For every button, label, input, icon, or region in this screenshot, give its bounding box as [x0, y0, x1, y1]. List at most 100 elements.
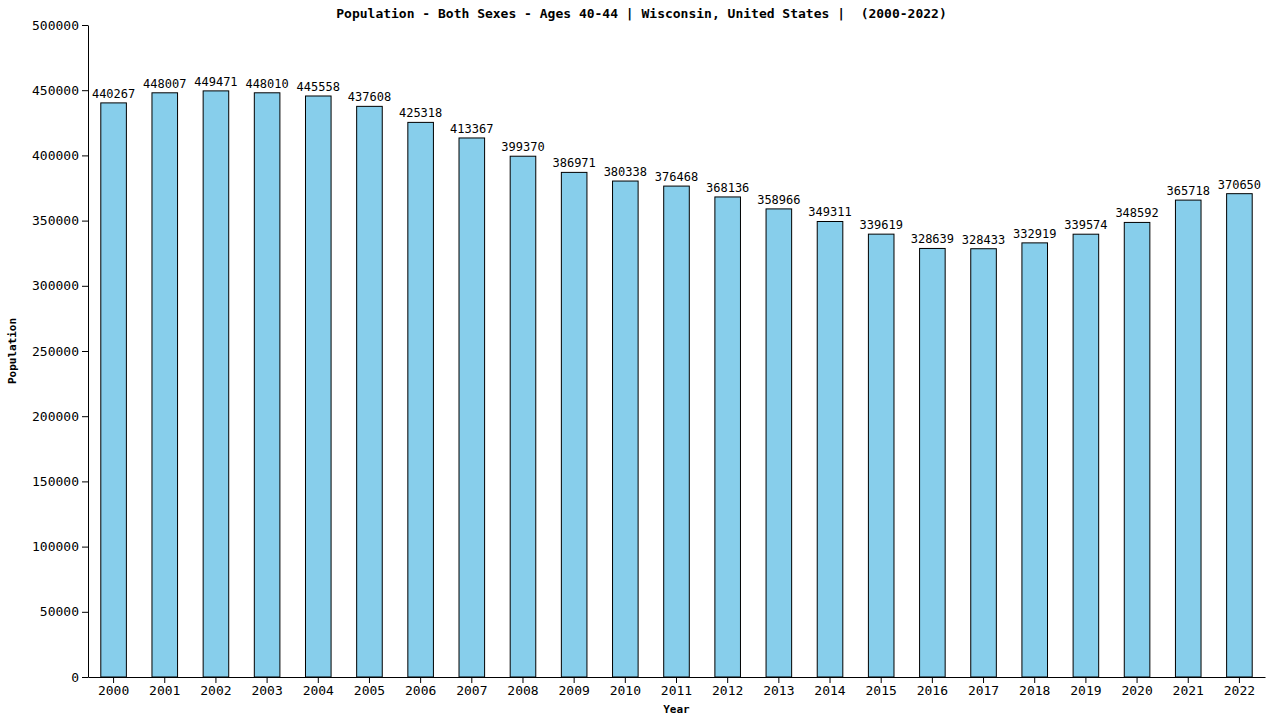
data-label: 365718	[1167, 184, 1210, 198]
x-tick: 2002	[200, 677, 231, 698]
data-label: 348592	[1115, 206, 1158, 220]
y-tick-label: 500000	[32, 18, 79, 33]
y-tick-mark	[82, 416, 88, 417]
y-tick-mark	[82, 155, 88, 156]
x-tick-mark	[267, 677, 268, 683]
x-tick-mark	[983, 677, 984, 683]
y-tick-label: 50000	[40, 604, 79, 619]
x-tick: 2018	[1019, 677, 1050, 698]
y-tick: 250000	[32, 344, 88, 359]
y-tick: 300000	[32, 278, 88, 293]
y-tick: 400000	[32, 148, 88, 163]
x-axis-title: Year	[663, 703, 690, 716]
x-tick-mark	[471, 677, 472, 683]
x-tick-mark	[1239, 677, 1240, 683]
x-tick: 2010	[610, 677, 641, 698]
x-tick-mark	[420, 677, 421, 683]
y-tick-label: 100000	[32, 539, 79, 554]
y-tick-mark	[82, 25, 88, 26]
x-tick: 2015	[866, 677, 897, 698]
x-tick: 2001	[149, 677, 180, 698]
data-label: 349311	[808, 205, 851, 219]
x-tick-mark	[318, 677, 319, 683]
y-tick: 500000	[32, 18, 88, 33]
bar	[152, 93, 178, 677]
x-tick-mark	[932, 677, 933, 683]
y-tick-label: 150000	[32, 474, 79, 489]
x-tick-label: 2014	[814, 683, 845, 698]
x-tick-mark	[676, 677, 677, 683]
y-tick-mark	[82, 221, 88, 222]
bar	[1227, 194, 1253, 677]
data-label: 437608	[348, 90, 391, 104]
x-tick-label: 2009	[558, 683, 589, 698]
bars	[101, 91, 1252, 677]
y-tick-label: 200000	[32, 409, 79, 424]
x-tick-label: 2021	[1173, 683, 1204, 698]
y-tick-mark	[82, 286, 88, 287]
x-tick: 2014	[814, 677, 845, 698]
data-label: 368136	[706, 181, 749, 195]
y-tick-mark	[82, 612, 88, 613]
data-label: 445558	[297, 80, 340, 94]
y-tick-label: 350000	[32, 213, 79, 228]
x-axis: 2000200120022003200420052006200720082009…	[89, 677, 1266, 698]
y-tick: 150000	[32, 474, 88, 489]
x-tick-mark	[1137, 677, 1138, 683]
bar	[254, 93, 280, 677]
data-label: 358966	[757, 193, 800, 207]
y-tick-label: 400000	[32, 148, 79, 163]
bar	[101, 103, 127, 677]
x-tick-label: 2008	[507, 683, 538, 698]
x-tick: 2011	[661, 677, 692, 698]
bar	[408, 122, 434, 677]
x-tick-label: 2006	[405, 683, 436, 698]
chart: 0500001000001500002000002500003000003500…	[0, 0, 1280, 720]
x-tick-mark	[113, 677, 114, 683]
y-axis-line	[88, 26, 89, 678]
x-tick-label: 2015	[866, 683, 897, 698]
bar	[766, 209, 792, 677]
x-tick-label: 2012	[712, 683, 743, 698]
bar	[971, 249, 997, 677]
data-label: 448010	[245, 77, 288, 91]
x-tick: 2019	[1070, 677, 1101, 698]
x-tick-label: 2022	[1224, 683, 1255, 698]
bar	[868, 234, 894, 677]
x-tick-label: 2003	[251, 683, 282, 698]
bar	[1022, 243, 1048, 677]
data-label: 425318	[399, 106, 442, 120]
bar	[715, 197, 741, 677]
x-tick-mark	[727, 677, 728, 683]
x-tick-mark	[369, 677, 370, 683]
x-tick-label: 2018	[1019, 683, 1050, 698]
x-tick: 2009	[558, 677, 589, 698]
x-tick: 2003	[251, 677, 282, 698]
bar	[203, 91, 229, 677]
x-tick-mark	[1085, 677, 1086, 683]
data-label: 339619	[860, 218, 903, 232]
y-tick: 100000	[32, 539, 88, 554]
y-tick: 450000	[32, 83, 88, 98]
x-tick-mark	[625, 677, 626, 683]
y-tick: 200000	[32, 409, 88, 424]
x-tick: 2004	[303, 677, 334, 698]
x-tick-mark	[1034, 677, 1035, 683]
bar	[561, 172, 587, 677]
x-tick-mark	[1188, 677, 1189, 683]
data-label: 380338	[604, 165, 647, 179]
x-tick: 2008	[507, 677, 538, 698]
bar	[459, 138, 485, 677]
data-labels: 4402674480074494714480104455584376084253…	[92, 75, 1261, 247]
y-tick-label: 450000	[32, 83, 79, 98]
bar	[664, 186, 690, 677]
x-tick-mark	[778, 677, 779, 683]
x-tick: 2006	[405, 677, 436, 698]
bar	[510, 156, 536, 677]
bar	[613, 181, 639, 677]
x-tick-mark	[574, 677, 575, 683]
data-label: 339574	[1064, 218, 1107, 232]
data-label: 332919	[1013, 227, 1056, 241]
x-tick: 2020	[1121, 677, 1152, 698]
x-tick-label: 2007	[456, 683, 487, 698]
